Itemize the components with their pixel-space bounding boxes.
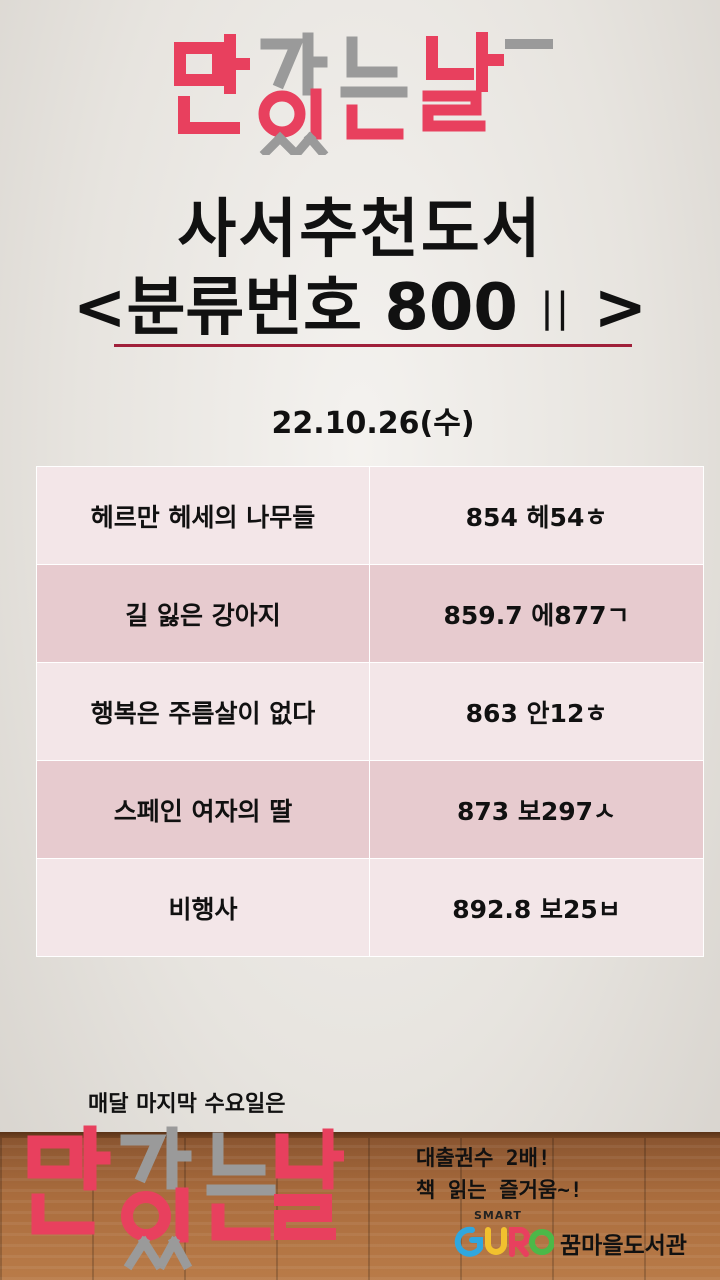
book-title: 비행사 [36,858,370,957]
table-row: 비행사 892.8 보25ㅂ [36,858,704,957]
book-call-number: 859.7 에877ㄱ [369,564,704,663]
floor-edge [0,1132,720,1140]
event-date: 22.10.26(수) [271,406,475,441]
title-underline [114,344,632,347]
table-row: 행복은 주름살이 없다 863 안12ㅎ [36,662,704,761]
book-title: 길 잃은 강아지 [36,564,370,663]
page-subtitle: <분류번호 800 || > [0,268,720,348]
subtitle-mark: || [540,285,572,331]
wood-floor-background [0,1138,720,1280]
page-title: 사서추천도서 [177,193,543,267]
book-call-number: 854 헤54ㅎ [369,466,704,565]
subtitle-classification: 분류번호 800 [126,271,518,345]
library-name: 꿈마을도서관 [560,1233,687,1259]
book-title: 헤르만 헤세의 나무들 [36,466,370,565]
smart-guro-logo [454,1226,554,1257]
promo-line-2: 책 읽는 즐거움~! [416,1178,583,1202]
table-row: 헤르만 헤세의 나무들 854 헤54ㅎ [36,466,704,565]
subtitle-close-bracket: > [593,271,648,345]
logo-bottom [27,1125,344,1271]
table-row: 길 잃은 강아지 859.7 에877ㄱ [36,564,704,663]
subtitle-open-bracket: < [72,271,127,345]
book-call-number: 892.8 보25ㅂ [369,858,704,957]
smart-label: SMART [474,1209,522,1222]
monthly-caption: 매달 마지막 수요일은 [88,1092,286,1117]
logo-top [174,32,553,155]
book-title: 스페인 여자의 딸 [36,760,370,859]
book-table: 헤르만 헤세의 나무들 854 헤54ㅎ 길 잃은 강아지 859.7 에877… [36,466,704,957]
table-row: 스페인 여자의 딸 873 보297ㅅ [36,760,704,859]
book-call-number: 873 보297ㅅ [369,760,704,859]
book-call-number: 863 안12ㅎ [369,662,704,761]
book-title: 행복은 주름살이 없다 [36,662,370,761]
promo-line-1: 대출권수 2배! [416,1146,551,1170]
promo-text: 대출권수 2배! 책 읽는 즐거움~! [416,1142,583,1206]
